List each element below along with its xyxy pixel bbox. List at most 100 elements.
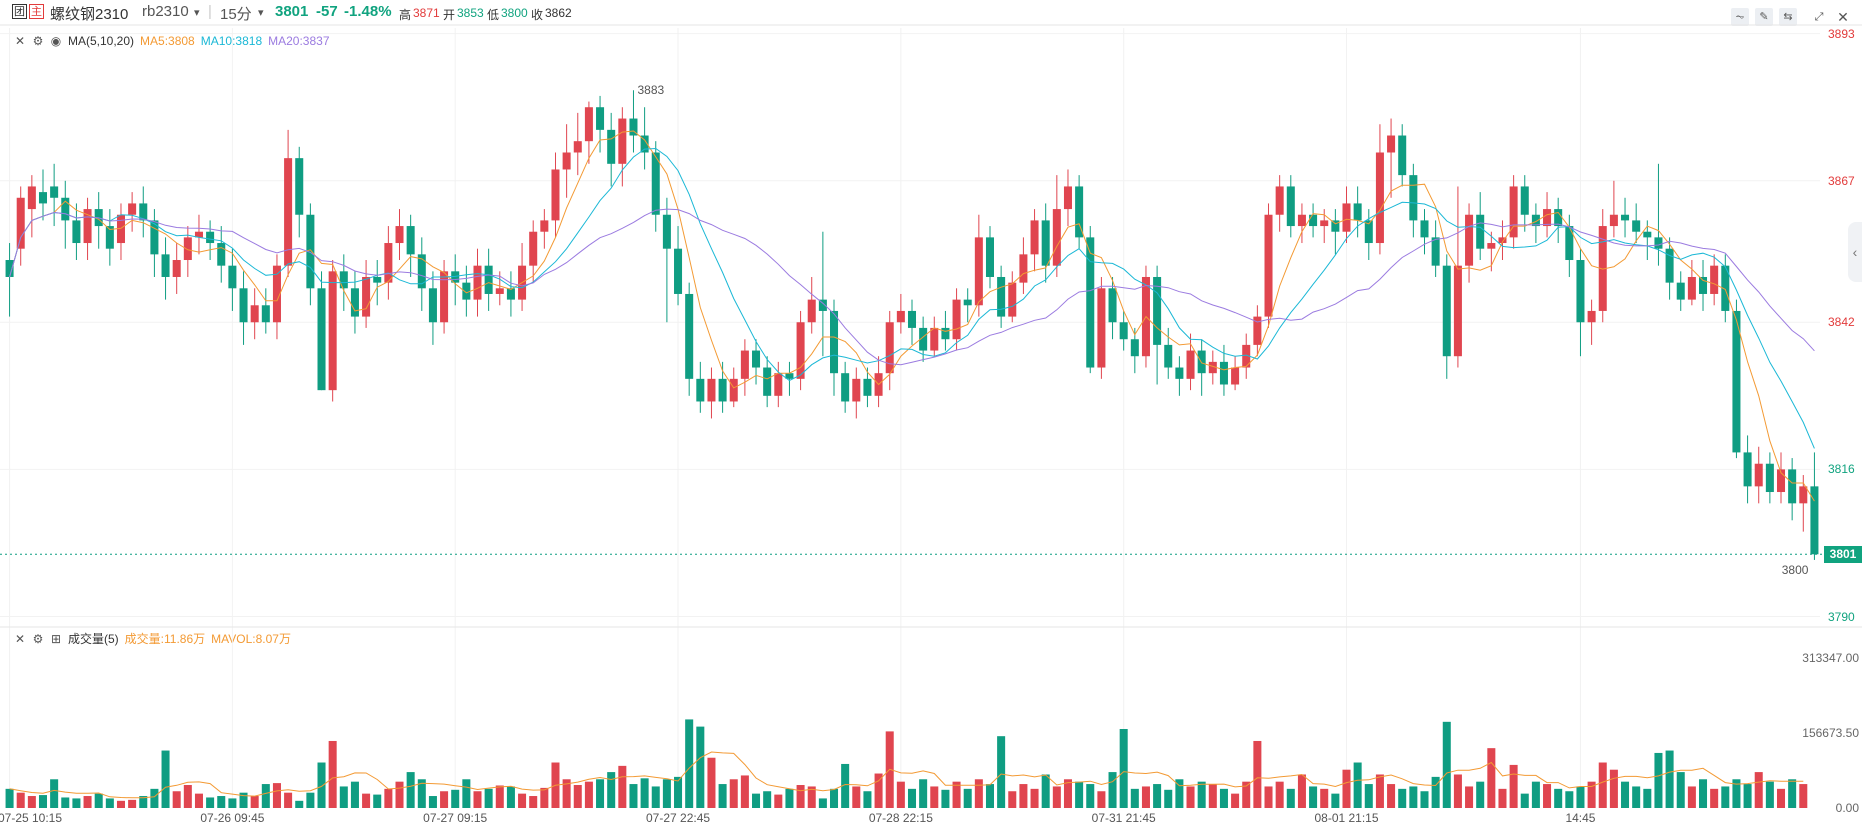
volume-bar xyxy=(94,793,103,808)
volume-bar xyxy=(685,719,694,808)
volume-settings-icon[interactable]: ⚙ xyxy=(32,632,44,646)
volume-bar xyxy=(1687,786,1696,808)
candle-body xyxy=(1498,237,1507,244)
candle-body xyxy=(1531,214,1540,227)
volume-bar xyxy=(774,794,783,808)
candle-body xyxy=(395,226,404,244)
volume-bar xyxy=(1231,793,1240,808)
volume-tick-label: 156673.50 xyxy=(1802,725,1859,740)
low-label: 低 xyxy=(487,8,500,22)
price-change-pct: -1.48% xyxy=(344,3,392,20)
volume-bar xyxy=(930,786,939,808)
candle-body xyxy=(1776,469,1786,493)
candle-body xyxy=(1487,243,1496,249)
candle-body xyxy=(885,322,894,374)
contract-code[interactable]: rb2310 xyxy=(142,3,189,20)
fullscreen-icon[interactable]: ⤢ xyxy=(1814,11,1824,23)
candle-body xyxy=(1030,220,1039,255)
visibility-icon[interactable]: ◉ xyxy=(50,34,62,48)
period-dropdown-icon[interactable]: ▾ xyxy=(258,7,264,19)
candle-body xyxy=(573,141,582,153)
volume-bar xyxy=(1130,788,1139,808)
candle-body xyxy=(774,373,783,396)
volume-bar xyxy=(941,789,950,808)
candle-body xyxy=(473,265,482,300)
volume-bar xyxy=(1476,781,1485,808)
candle-body xyxy=(1576,260,1585,323)
volume-bar xyxy=(150,788,159,808)
settings-icon[interactable]: ⚙ xyxy=(32,34,44,48)
candle-body xyxy=(83,209,92,244)
pencil-icon[interactable]: ✎ xyxy=(1755,8,1773,26)
volume-bar xyxy=(1041,774,1050,808)
price-tick-label: 3816 xyxy=(1828,462,1855,477)
candle-body xyxy=(1643,231,1652,238)
candle-body xyxy=(1075,186,1084,238)
candle-body xyxy=(740,350,749,379)
volume-bar xyxy=(194,793,203,808)
candle-body xyxy=(997,276,1006,317)
line-tool-icon[interactable]: ⏦ xyxy=(1731,8,1749,26)
ma10-line xyxy=(9,147,1815,449)
volume-bar xyxy=(1186,786,1195,808)
add-indicator-icon[interactable]: ⊞ xyxy=(50,632,62,646)
candle-body xyxy=(1554,209,1563,227)
candle-body xyxy=(696,378,705,402)
volume-bar xyxy=(261,784,270,808)
candle-body xyxy=(1543,209,1552,227)
main-contract-badge[interactable]: 主 xyxy=(29,4,44,19)
volume-bar xyxy=(907,788,917,808)
volume-bar xyxy=(974,779,983,808)
header-bar: 团 主 螺纹钢2310 rb2310 ▾ | 15分 ▾ 3801 -57 -1… xyxy=(0,0,1862,26)
candle-body xyxy=(50,186,59,198)
candle-body xyxy=(161,254,170,277)
volume-bar xyxy=(1531,781,1540,808)
volume-bar xyxy=(696,726,705,808)
candle-body xyxy=(596,107,605,130)
candle-body xyxy=(105,226,114,249)
volume-bar xyxy=(1253,740,1262,808)
candle-body xyxy=(752,350,761,368)
volume-bar xyxy=(1219,788,1228,808)
candle-body xyxy=(250,305,259,323)
candle-body xyxy=(584,107,593,142)
ma5-line xyxy=(9,130,1815,502)
candle-body xyxy=(1476,214,1485,249)
candle-body xyxy=(818,299,827,311)
compare-icon[interactable]: ⇆ xyxy=(1779,8,1797,26)
remove-indicator-icon[interactable]: ✕ xyxy=(14,34,26,48)
volume-bar xyxy=(1052,786,1061,808)
candle-body xyxy=(1465,214,1474,266)
candle-body xyxy=(1353,203,1362,221)
candle-body xyxy=(1409,175,1418,221)
period-selector[interactable]: 15分 xyxy=(220,6,252,23)
volume-bar xyxy=(5,788,14,808)
volume-bar xyxy=(284,792,293,808)
volume-bar xyxy=(841,763,850,808)
volume-bar xyxy=(328,740,337,808)
candle-body xyxy=(1431,237,1440,266)
code-dropdown-icon[interactable]: ▾ xyxy=(194,7,200,19)
volume-bar xyxy=(1632,786,1641,808)
group-badge[interactable]: 团 xyxy=(12,4,27,19)
candle-body xyxy=(272,265,281,323)
remove-volume-icon[interactable]: ✕ xyxy=(14,632,26,646)
side-panel-toggle[interactable]: ‹ xyxy=(1848,222,1862,282)
volume-bar xyxy=(852,786,861,808)
candle-body xyxy=(985,237,994,277)
candle-body xyxy=(1598,226,1607,311)
volume-bar xyxy=(1420,791,1429,808)
candle-body xyxy=(484,265,493,294)
volume-bar xyxy=(395,781,404,808)
volume-bar xyxy=(272,783,281,808)
candle-body xyxy=(1242,344,1251,368)
price-tick-label: 3893 xyxy=(1828,26,1855,41)
candle-body xyxy=(540,220,549,232)
close-icon[interactable]: ✕ xyxy=(1837,9,1849,25)
volume-bar xyxy=(1019,784,1028,808)
candle-body xyxy=(206,231,215,244)
volume-value: 成交量:11.86万 xyxy=(124,632,206,646)
volume-bar xyxy=(818,798,827,808)
volume-bar xyxy=(105,798,114,808)
